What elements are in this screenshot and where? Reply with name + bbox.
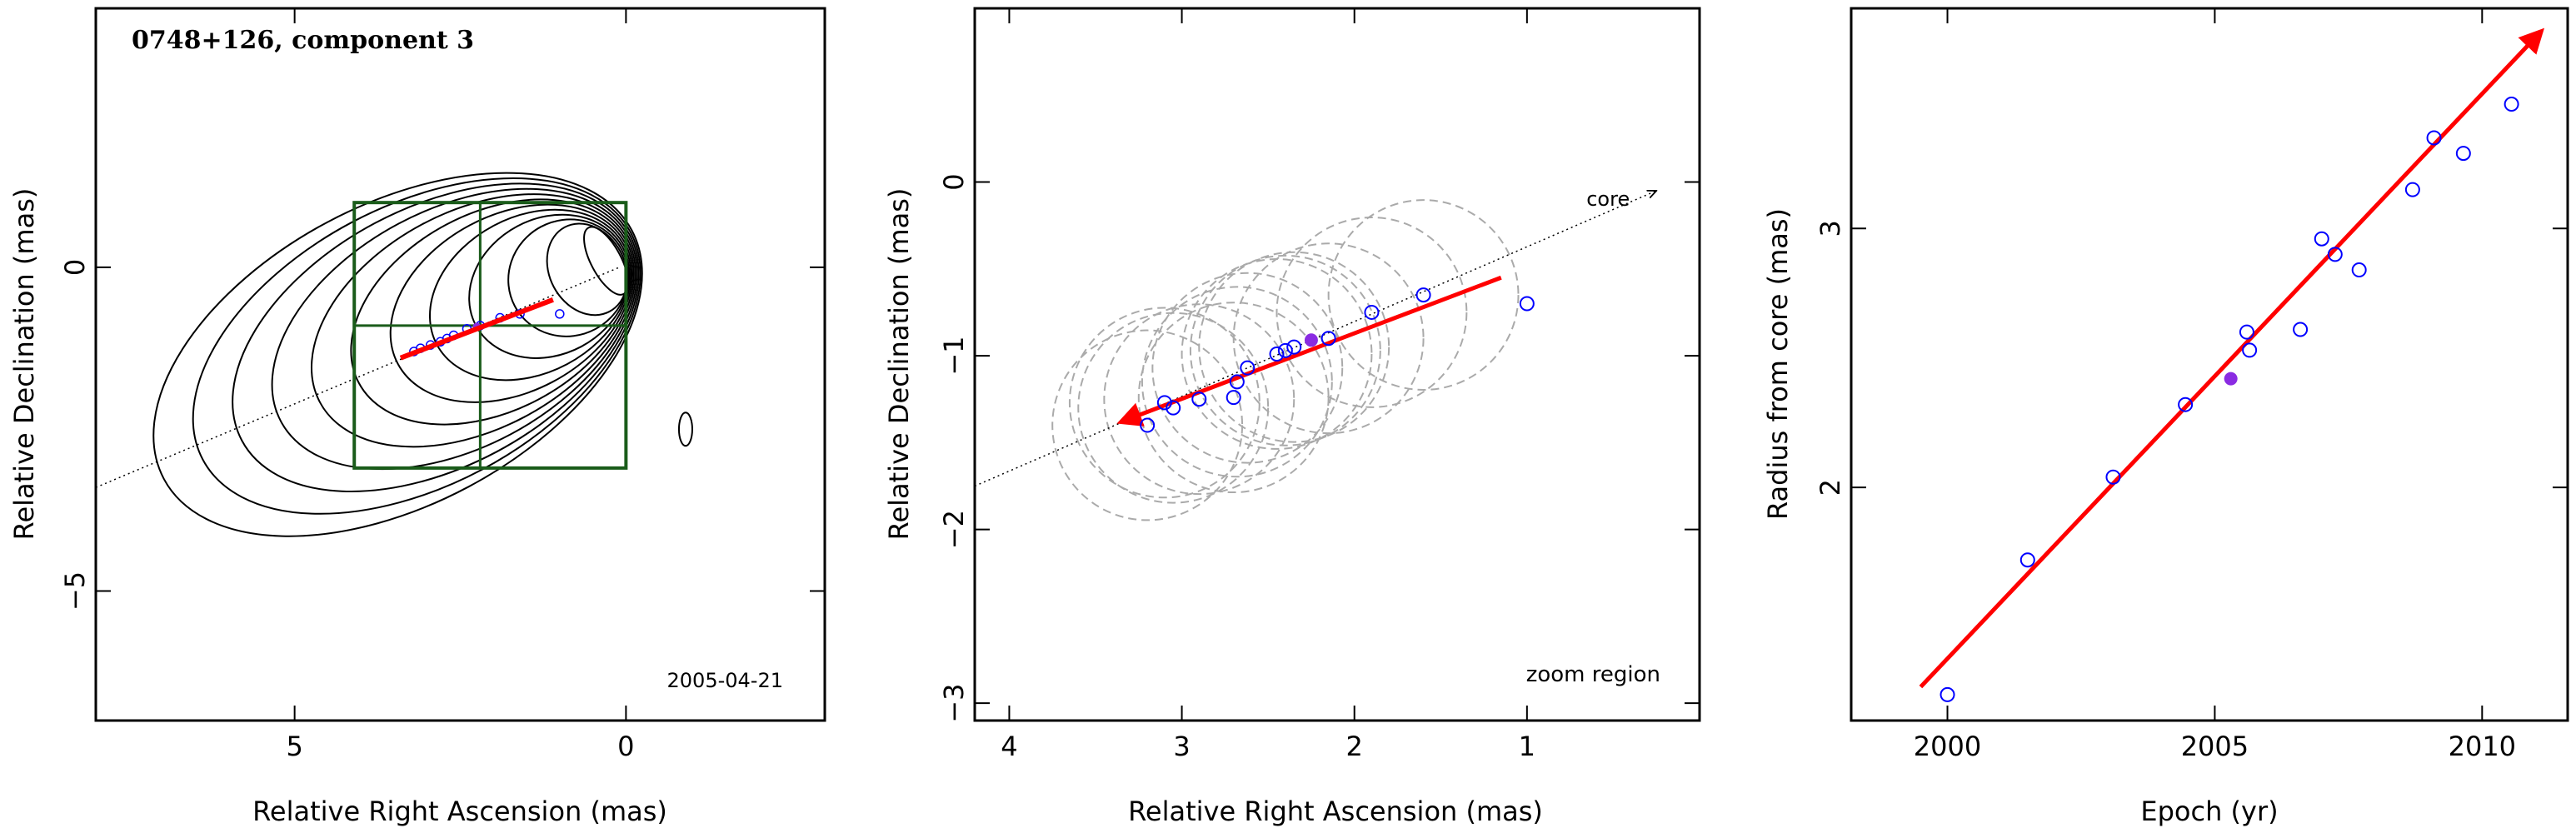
uncertainty-circle	[1232, 242, 1425, 435]
panel-middle-ytick-label: 0	[938, 173, 970, 190]
zoom-box	[352, 201, 628, 470]
uncertainty-circle	[1198, 251, 1390, 443]
panel-left-ytick-label: −5	[59, 571, 91, 611]
position-point	[1415, 287, 1431, 303]
panel-left-ytick-label: 0	[59, 259, 91, 276]
contour-line	[232, 182, 640, 492]
panel-right-xlabel: Epoch (yr)	[2140, 796, 2278, 827]
panel-middle-frame	[973, 7, 1701, 722]
panel-left-xtick-label: 5	[286, 731, 302, 762]
epoch-point	[2019, 552, 2035, 568]
contour-line	[546, 222, 628, 317]
epoch-point	[2239, 324, 2254, 340]
panel-middle-ytick-label: −2	[938, 510, 970, 549]
epoch-point	[2455, 146, 2471, 162]
panel-middle-ylabel: Relative Declination (mas)	[883, 188, 915, 541]
panel-middle-ytick-label: −3	[938, 684, 970, 723]
panel-middle-xtick-label: 3	[1173, 731, 1190, 762]
panel-middle-zoom-label: zoom region	[1526, 662, 1660, 687]
panel-right-xtick-label: 2010	[2449, 731, 2516, 762]
position-point	[1229, 374, 1245, 390]
uncertainty-circle	[1103, 303, 1295, 496]
uncertainty-circle	[1181, 258, 1373, 450]
position-point	[1286, 339, 1302, 355]
position-point	[1269, 346, 1285, 362]
uncertainty-circle	[1051, 329, 1244, 521]
epoch-point	[2293, 322, 2309, 337]
panel-right-ytick-label: 2	[1815, 479, 1846, 496]
position-point	[1226, 390, 1241, 406]
panel-right-ytick-label: 3	[1815, 220, 1846, 237]
position-point	[1364, 304, 1380, 320]
panel-middle-core-label: core	[1586, 187, 1630, 211]
position-point	[1277, 342, 1293, 358]
position-point	[1320, 331, 1336, 347]
contour-line	[152, 172, 643, 537]
position-point	[1166, 400, 1181, 416]
uncertainty-circle	[1141, 286, 1333, 478]
panel-right-ticks: 2000 2005 2010 2 3	[1815, 8, 2568, 762]
epoch-point	[2426, 130, 2442, 146]
contour-line	[507, 218, 629, 337]
panel-left-xtick-label: 0	[617, 731, 634, 762]
epoch-point	[2404, 182, 2420, 197]
panel-right-ylabel: Radius from core (mas)	[1762, 208, 1794, 520]
epoch-point	[1939, 686, 1955, 702]
motion-vector	[1116, 275, 1502, 426]
highlight-point	[1304, 333, 1318, 347]
position-point	[1240, 360, 1256, 376]
panel-middle-ytick-label: −1	[938, 336, 970, 375]
position-point	[555, 309, 565, 319]
position-point	[1519, 296, 1535, 312]
epoch-point	[2105, 469, 2121, 485]
panel-left: 5 0 0 −5 0748+126, component 3 2005-04-21 R…	[8, 7, 826, 827]
uncertainty-circle	[1327, 199, 1520, 392]
uncertainty-circle	[1151, 272, 1344, 464]
panel-left-plot-area	[96, 172, 693, 537]
uncertainty-circle	[1137, 302, 1330, 494]
panel-middle-plot-area	[975, 191, 1656, 521]
uncertainty-circle	[1276, 217, 1468, 408]
panel-middle-xlabel: Relative Right Ascension (mas)	[1128, 796, 1543, 827]
panel-left-xlabel: Relative Right Ascension (mas)	[252, 796, 667, 827]
epoch-point	[2178, 397, 2194, 412]
epoch-point	[2327, 247, 2343, 262]
contour-line	[677, 412, 693, 447]
panel-right-plot-area	[1919, 27, 2545, 702]
uncertainty-circle	[1077, 312, 1270, 504]
panel-middle-ticks: 4 3 2 1 0 −1 −2 −3	[938, 8, 1700, 762]
panel-left-date-label: 2005-04-21	[667, 669, 783, 692]
panel-right-frame	[1850, 7, 2569, 722]
epoch-point	[2351, 262, 2367, 278]
motion-vector	[399, 297, 554, 361]
epoch-point	[2504, 97, 2519, 112]
core-direction-line	[96, 267, 620, 488]
epoch-point	[2314, 231, 2329, 247]
panel-middle-xtick-label: 2	[1346, 731, 1363, 762]
contour-line	[271, 187, 638, 471]
panel-right-xtick-label: 2005	[2181, 731, 2249, 762]
panel-right-xtick-label: 2000	[1914, 731, 1981, 762]
uncertainty-circle	[1189, 254, 1381, 446]
panel-left-ylabel: Relative Declination (mas)	[8, 188, 40, 541]
panel-left-title: 0748+126, component 3	[132, 26, 474, 55]
panel-right: 2000 2005 2010 2 3 Epoch (yr) Radius from co…	[1762, 7, 2569, 827]
position-point	[1140, 417, 1156, 433]
epoch-point	[2242, 342, 2258, 358]
position-point	[1191, 392, 1207, 407]
panel-middle-xtick-label: 4	[1001, 731, 1017, 762]
panel-left-frame	[94, 7, 826, 722]
contour-line	[583, 226, 629, 296]
highlight-point	[2224, 372, 2238, 386]
panel-middle-xtick-label: 1	[1519, 731, 1535, 762]
panel-left-ticks: 5 0 0 −5	[59, 8, 825, 762]
fit-line	[1919, 27, 2545, 689]
panel-middle: 4 3 2 1 0 −1 −2 −3 zoom region core Relative Ri…	[883, 7, 1701, 827]
position-point	[1156, 395, 1172, 411]
